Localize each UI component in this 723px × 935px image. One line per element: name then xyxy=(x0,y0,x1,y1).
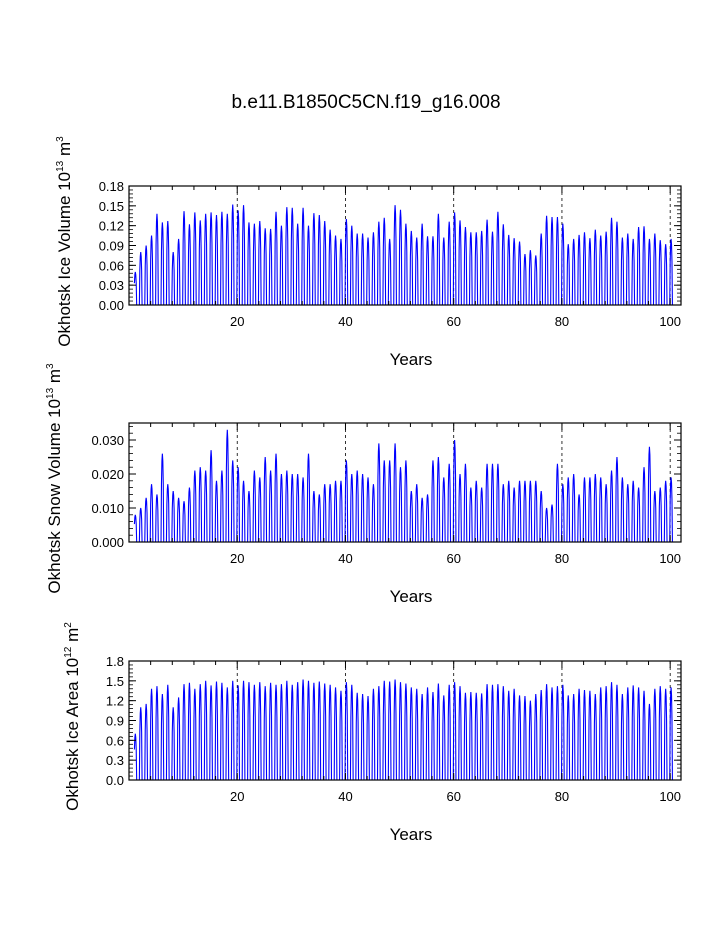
x-tick-label-20: 20 xyxy=(230,551,244,566)
x-tick-label-100: 100 xyxy=(659,314,681,329)
y-tick-label: 0.00 xyxy=(99,298,124,313)
y-tick-label: 0.03 xyxy=(99,278,124,293)
x-tick-label-40: 40 xyxy=(338,551,352,566)
y-axis-title: Okhotsk Ice Volume 1013 m3 xyxy=(55,136,74,347)
y-tick-label: 0.9 xyxy=(106,714,124,729)
y-tick-label: 1.2 xyxy=(106,694,124,709)
y-tick-label: 1.8 xyxy=(106,654,124,669)
series-line-panel-1 xyxy=(133,204,676,306)
x-axis-title: Years xyxy=(390,350,433,369)
y-axis-title: Okhotsk Ice Area 1012 m2 xyxy=(63,622,82,811)
y-tick-label: 0.020 xyxy=(91,467,124,482)
y-tick-label: 0.09 xyxy=(99,239,124,254)
x-tick-label-20: 20 xyxy=(230,314,244,329)
x-tick-label-40: 40 xyxy=(338,314,352,329)
panel-2: 20 40 60 80 100 0.000 0.010 0.020 0.030 Years Okho… xyxy=(45,363,682,606)
series-line-panel-3 xyxy=(133,679,676,781)
y-tick-label: 0.18 xyxy=(99,179,124,194)
x-tick-label-80: 80 xyxy=(555,789,569,804)
y-tick-label: 0.030 xyxy=(91,433,124,448)
y-axis-title: Okhotsk Snow Volume 1013 m3 xyxy=(45,363,64,594)
y-tick-label: 0.3 xyxy=(106,753,124,768)
y-tick-label: 0.010 xyxy=(91,501,124,516)
x-tick-label-60: 60 xyxy=(446,314,460,329)
x-tick-label-100: 100 xyxy=(659,551,681,566)
y-tick-label: 0.000 xyxy=(91,535,124,550)
x-axis-title: Years xyxy=(390,825,433,844)
x-tick-label-80: 80 xyxy=(555,551,569,566)
y-tick-label: 0.15 xyxy=(99,199,124,214)
x-tick-label-60: 60 xyxy=(446,789,460,804)
x-tick-label-40: 40 xyxy=(338,789,352,804)
y-tick-label: 0.06 xyxy=(99,258,124,273)
panel-3: 20 40 60 80 100 0.0 0.3 0.6 0.9 1.2 1.5 1.8 Years Okh… xyxy=(63,622,682,844)
x-tick-label-80: 80 xyxy=(555,314,569,329)
y-tick-label: 0.6 xyxy=(106,733,124,748)
plot-frame xyxy=(128,422,682,543)
x-tick-label-100: 100 xyxy=(659,789,681,804)
x-tick-label-60: 60 xyxy=(446,551,460,566)
chart-title: b.e11.B1850C5CN.f19_g16.008 xyxy=(231,92,501,113)
panel-1: 20 40 60 80 100 0.00 0.03 0.06 0.09 0.12 0.15 0.18 Y… xyxy=(55,136,682,369)
x-tick-label-20: 20 xyxy=(230,789,244,804)
y-tick-label: 1.5 xyxy=(106,674,124,689)
x-axis-title: Years xyxy=(390,587,433,606)
y-tick-label: 0.12 xyxy=(99,219,124,234)
series-line-panel-2 xyxy=(133,429,676,543)
y-tick-label: 0.0 xyxy=(106,773,124,788)
